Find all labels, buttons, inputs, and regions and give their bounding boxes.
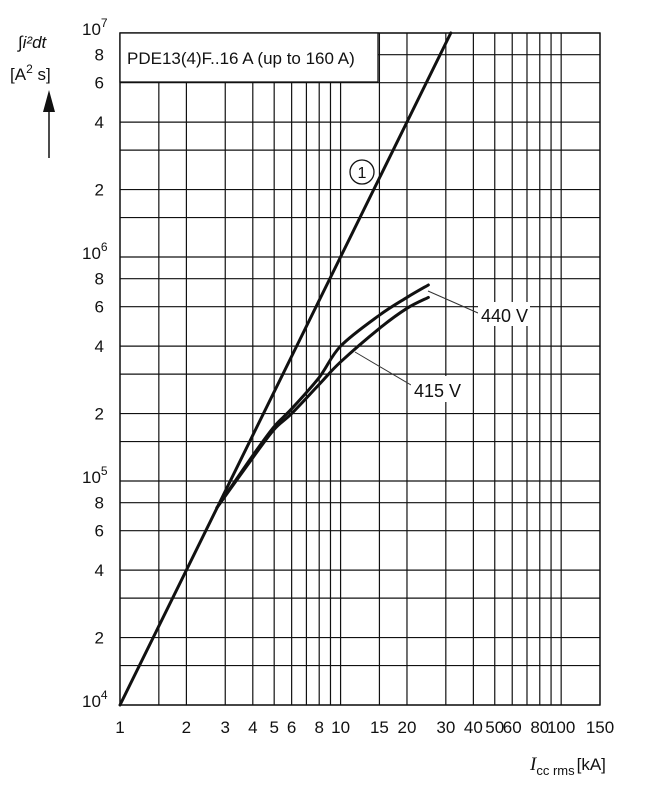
label-bg-440v <box>478 302 530 326</box>
x-axis-label: Icc rms [kA] <box>529 754 606 778</box>
y-tick-label: 4 <box>95 337 104 356</box>
up-arrow-icon <box>43 90 55 112</box>
label-leader-440v <box>427 290 479 314</box>
y-unit-sup: 2 <box>26 62 33 76</box>
y-tick-exp: 7 <box>101 16 108 30</box>
y-unit-base: [A <box>10 65 27 84</box>
x-tick-label: 10 <box>331 718 350 737</box>
y-tick-exp: 6 <box>101 240 108 254</box>
y-tick-base: 10 <box>82 468 101 487</box>
x-tick-label: 60 <box>503 718 522 737</box>
plot-frame <box>119 32 601 706</box>
x-tick-label: 100 <box>547 718 575 737</box>
series-line-415v <box>215 295 430 510</box>
series-line-1 <box>118 31 453 707</box>
y-tick-exp: 4 <box>101 688 108 702</box>
y-tick-label: 106 <box>82 240 108 263</box>
x-tick-label: 150 <box>586 718 614 737</box>
series-label-1: 1 <box>358 165 367 182</box>
y-tick-label: 2 <box>95 181 104 200</box>
x-label-unit: [kA] <box>577 755 606 774</box>
y-tick-label: 2 <box>95 405 104 424</box>
title-box <box>119 32 379 83</box>
x-label-sub: cc rms <box>536 763 575 778</box>
x-tick-label: 20 <box>398 718 417 737</box>
x-tick-label: 6 <box>287 718 296 737</box>
x-tick-label: 8 <box>314 718 323 737</box>
x-tick-label: 2 <box>182 718 191 737</box>
y-tick-label: 2 <box>95 629 104 648</box>
x-tick-label: 30 <box>436 718 455 737</box>
x-label-main: I <box>529 754 538 775</box>
y-axis-unit: [A2 s] <box>10 62 51 84</box>
series-group: 1 440 V 415 V <box>118 31 530 707</box>
x-tick-label: 40 <box>464 718 483 737</box>
y-tick-label: 105 <box>82 464 108 487</box>
x-tick-label: 80 <box>530 718 549 737</box>
y-unit-end: s] <box>33 65 51 84</box>
y-tick-label: 4 <box>95 561 104 580</box>
y-tick-label: 6 <box>95 522 104 541</box>
y-tick-label: 6 <box>95 74 104 93</box>
x-tick-label: 3 <box>221 718 230 737</box>
x-tick-label: 15 <box>370 718 389 737</box>
y-axis-label: ∫i²dt <box>17 33 48 52</box>
x-tick-label: 4 <box>248 718 257 737</box>
x-tick-label: 5 <box>269 718 278 737</box>
chart-title: PDE13(4)F..16 A (up to 160 A) <box>127 49 355 68</box>
series-line-440v <box>215 283 430 510</box>
y-tick-label: 8 <box>95 494 104 513</box>
y-tick-label: 8 <box>95 270 104 289</box>
y-tick-label: 8 <box>95 46 104 65</box>
x-tick-label: 1 <box>115 718 124 737</box>
label-leader-415v <box>354 351 412 386</box>
y-tick-label: 107 <box>82 16 108 39</box>
series-1-label-circle <box>349 159 375 185</box>
x-tick-label: 50 <box>485 718 504 737</box>
series-label-415v: 415 V <box>414 381 461 401</box>
y-tick-label: 6 <box>95 298 104 317</box>
y-tick-base: 10 <box>82 692 101 711</box>
y-tick-label: 4 <box>95 113 104 132</box>
y-tick-base: 10 <box>82 20 101 39</box>
series-label-440v: 440 V <box>481 306 528 326</box>
grid <box>119 32 601 706</box>
label-bg-415v <box>411 376 467 402</box>
y-tick-base: 10 <box>82 244 101 263</box>
y-tick-label: 104 <box>82 688 108 711</box>
y-tick-exp: 5 <box>101 464 108 478</box>
